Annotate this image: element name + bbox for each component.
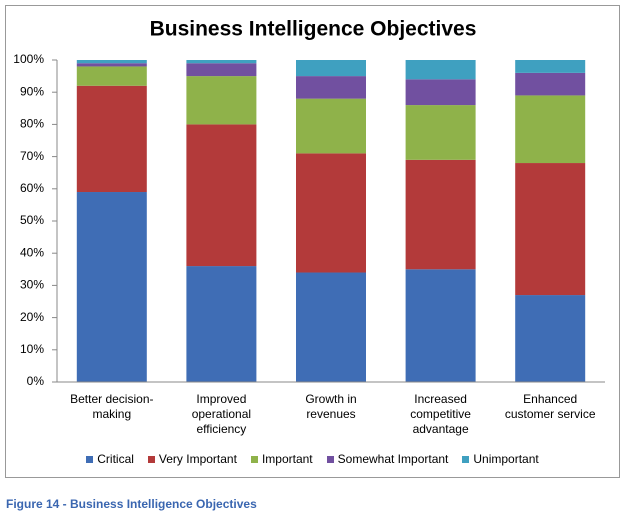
bar-segment <box>405 269 476 382</box>
bar-segment <box>186 124 257 267</box>
x-tick-label: Better decision-making <box>70 392 154 421</box>
legend-swatch <box>462 455 470 463</box>
legend: Critical Very Important Important Somewhat … <box>5 452 620 466</box>
legend-swatch <box>86 455 94 463</box>
y-tick-label: 50% <box>20 213 44 227</box>
legend-swatch <box>326 455 334 463</box>
legend-item: Critical <box>86 452 134 466</box>
bar-segment <box>186 63 257 77</box>
x-tick-label: Improved operational efficiency <box>191 392 252 436</box>
bar-segment <box>76 85 147 193</box>
y-tick-label: 20% <box>20 310 44 324</box>
y-tick-label: 80% <box>20 117 44 131</box>
y-tick-label: 90% <box>20 84 44 98</box>
y-tick-label: 40% <box>20 245 44 259</box>
bar-segment <box>76 63 147 67</box>
y-tick-label: 100% <box>13 52 44 66</box>
chart-frame <box>5 5 620 478</box>
bar-segment <box>76 60 147 64</box>
legend-label: Somewhat Important <box>337 452 449 466</box>
y-tick-label: 60% <box>20 181 44 195</box>
legend-label: Critical <box>97 452 134 466</box>
legend-item: Somewhat Important <box>326 452 449 466</box>
y-tick-label: 10% <box>20 342 44 356</box>
x-tick-label: Increased competitive advantage <box>410 392 471 436</box>
bar-segment <box>296 272 366 382</box>
legend-item: Very Important <box>147 452 237 466</box>
bar-segment <box>186 76 257 125</box>
bar-segment <box>296 60 366 77</box>
bar-segment <box>515 163 586 296</box>
y-tick-label: 30% <box>20 278 44 292</box>
y-tick-label: 70% <box>20 149 44 163</box>
legend-swatch <box>147 455 155 463</box>
chart: Business Intelligence Objectives 0% 10% 20… <box>13 18 605 388</box>
legend-label: Important <box>261 452 313 466</box>
bar-segment <box>405 105 476 160</box>
x-tick-label: Growth in revenues <box>305 392 357 421</box>
chart-title: Business Intelligence Objectives <box>150 18 477 41</box>
x-tick-label: Enhanced customer service <box>504 392 596 421</box>
bar-segment <box>76 192 147 382</box>
bar-segment <box>515 295 586 382</box>
legend-label: Unimportant <box>473 452 539 466</box>
legend-swatch <box>250 455 258 463</box>
bar-segment <box>515 72 586 96</box>
bar-segment <box>76 66 147 86</box>
bar-segment <box>296 98 366 154</box>
bar-segment <box>296 153 366 273</box>
bar-segment <box>515 60 586 73</box>
bar-segment <box>405 79 476 106</box>
bar-segment <box>405 159 476 270</box>
legend-label: Very Important <box>158 452 237 466</box>
legend-item: Unimportant <box>462 452 539 466</box>
bar-segment <box>186 266 257 382</box>
bar-segment <box>296 76 366 99</box>
legend-item: Important <box>250 452 313 466</box>
y-tick-label: 0% <box>27 374 45 388</box>
caption: Figure 14 - Business Intelligence Object… <box>6 497 257 511</box>
bar-segment <box>186 60 257 64</box>
bar-segment <box>405 60 476 80</box>
bar-segment <box>515 95 586 164</box>
